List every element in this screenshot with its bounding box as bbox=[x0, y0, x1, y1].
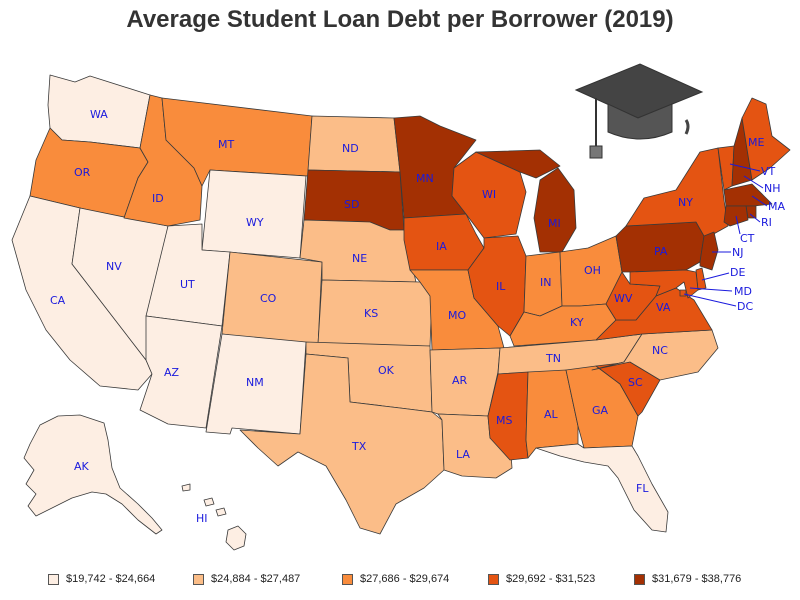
leader-DC bbox=[683, 293, 737, 307]
state-HI-island[interactable] bbox=[203, 497, 215, 507]
label-UT: UT bbox=[180, 278, 195, 291]
label-ID: ID bbox=[152, 192, 164, 205]
label-WV: WV bbox=[614, 292, 633, 305]
state-WY[interactable] bbox=[201, 169, 307, 259]
label-OK: OK bbox=[378, 364, 395, 377]
state-KY[interactable] bbox=[509, 303, 617, 347]
legend-swatch bbox=[193, 573, 204, 585]
leader-MA bbox=[751, 195, 768, 207]
legend-label: $24,884 - $27,487 bbox=[211, 573, 301, 585]
state-ME[interactable] bbox=[741, 97, 791, 181]
label-CT: CT bbox=[740, 232, 755, 245]
label-MA: MA bbox=[768, 200, 785, 213]
label-DE: DE bbox=[730, 266, 745, 279]
legend-label: $29,692 - $31,523 bbox=[506, 573, 596, 585]
leader-DE bbox=[701, 272, 730, 281]
label-NY: NY bbox=[678, 196, 693, 209]
label-VT: VT bbox=[761, 165, 776, 178]
label-WY: WY bbox=[246, 216, 264, 229]
label-NV: NV bbox=[106, 260, 122, 273]
label-MO: MO bbox=[448, 309, 466, 322]
label-GA: GA bbox=[592, 404, 609, 417]
label-OR: OR bbox=[74, 166, 91, 179]
leader-lines bbox=[683, 163, 768, 307]
label-DC: DC bbox=[737, 300, 753, 313]
label-ME: ME bbox=[748, 136, 764, 149]
legend-label: $19,742 - $24,664 bbox=[66, 573, 156, 585]
label-RI: RI bbox=[761, 216, 772, 229]
label-MI: MI bbox=[548, 217, 561, 230]
state-FL[interactable] bbox=[535, 443, 669, 533]
label-NH: NH bbox=[764, 182, 781, 195]
state-AZ[interactable] bbox=[139, 315, 223, 429]
label-KY: KY bbox=[570, 316, 584, 329]
label-TN: TN bbox=[545, 352, 561, 365]
state-NC[interactable] bbox=[591, 329, 719, 381]
label-VA: VA bbox=[656, 301, 671, 314]
label-MT: MT bbox=[218, 138, 234, 151]
graduation-cap-icon bbox=[574, 63, 704, 159]
state-AK[interactable] bbox=[23, 414, 163, 535]
legend: $19,742 - $24,664 $24,884 - $27,487 $27,… bbox=[48, 573, 788, 593]
label-IA: IA bbox=[436, 240, 447, 253]
legend-swatch bbox=[342, 573, 353, 585]
legend-swatch bbox=[488, 573, 499, 585]
legend-swatch bbox=[48, 573, 59, 585]
state-NY[interactable] bbox=[625, 147, 729, 237]
label-NJ: NJ bbox=[732, 246, 743, 259]
label-AK: AK bbox=[74, 460, 90, 473]
state-labels: WA OR CA NV ID MT WY UT AZ CO NM ND SD N… bbox=[50, 108, 785, 525]
label-NE: NE bbox=[352, 252, 367, 265]
leader-NH bbox=[743, 175, 764, 189]
label-LA: LA bbox=[456, 448, 470, 461]
state-HI-island[interactable] bbox=[181, 483, 191, 492]
label-ND: ND bbox=[342, 142, 359, 155]
state-IL[interactable] bbox=[467, 235, 527, 337]
legend-item-bin-3: $27,686 - $29,674 bbox=[342, 573, 449, 585]
state-DC[interactable] bbox=[679, 289, 687, 297]
leader-RI bbox=[749, 213, 761, 223]
legend-swatch bbox=[634, 573, 645, 585]
label-IN: IN bbox=[540, 276, 551, 289]
label-AZ: AZ bbox=[164, 366, 180, 379]
label-KS: KS bbox=[364, 307, 378, 320]
legend-label: $27,686 - $29,674 bbox=[360, 573, 450, 585]
label-AR: AR bbox=[452, 374, 468, 387]
legend-item-bin-1: $19,742 - $24,664 bbox=[48, 573, 155, 585]
label-WI: WI bbox=[482, 188, 496, 201]
label-IL: IL bbox=[496, 280, 506, 293]
label-WA: WA bbox=[90, 108, 108, 121]
label-NC: NC bbox=[652, 344, 668, 357]
leader-VT bbox=[729, 163, 761, 172]
state-TX[interactable] bbox=[239, 353, 445, 535]
label-CA: CA bbox=[50, 294, 66, 307]
label-AL: AL bbox=[544, 408, 559, 421]
legend-item-bin-4: $29,692 - $31,523 bbox=[488, 573, 595, 585]
state-MI[interactable] bbox=[475, 149, 577, 253]
label-FL: FL bbox=[636, 482, 649, 495]
legend-label: $31,679 - $38,776 bbox=[652, 573, 742, 585]
label-CO: CO bbox=[260, 292, 277, 305]
leader-CT bbox=[735, 215, 741, 235]
label-HI: HI bbox=[196, 512, 208, 525]
label-PA: PA bbox=[654, 245, 668, 258]
label-MN: MN bbox=[416, 172, 434, 185]
legend-item-bin-2: $24,884 - $27,487 bbox=[193, 573, 300, 585]
state-MD[interactable] bbox=[629, 269, 699, 299]
map-title: Average Student Loan Debt per Borrower (… bbox=[126, 6, 674, 33]
label-SC: SC bbox=[628, 376, 643, 389]
label-SD: SD bbox=[344, 198, 359, 211]
legend-item-bin-5: $31,679 - $38,776 bbox=[634, 573, 741, 585]
label-NM: NM bbox=[246, 376, 264, 389]
label-MD: MD bbox=[734, 285, 752, 298]
state-HI-island[interactable] bbox=[215, 507, 227, 517]
state-HI[interactable] bbox=[225, 525, 247, 551]
label-MS: MS bbox=[496, 414, 512, 427]
leader-MD bbox=[689, 287, 733, 292]
state-NJ[interactable] bbox=[699, 231, 719, 271]
label-TX: TX bbox=[351, 440, 367, 453]
label-OH: OH bbox=[584, 264, 601, 277]
state-HI-islands bbox=[181, 483, 247, 551]
